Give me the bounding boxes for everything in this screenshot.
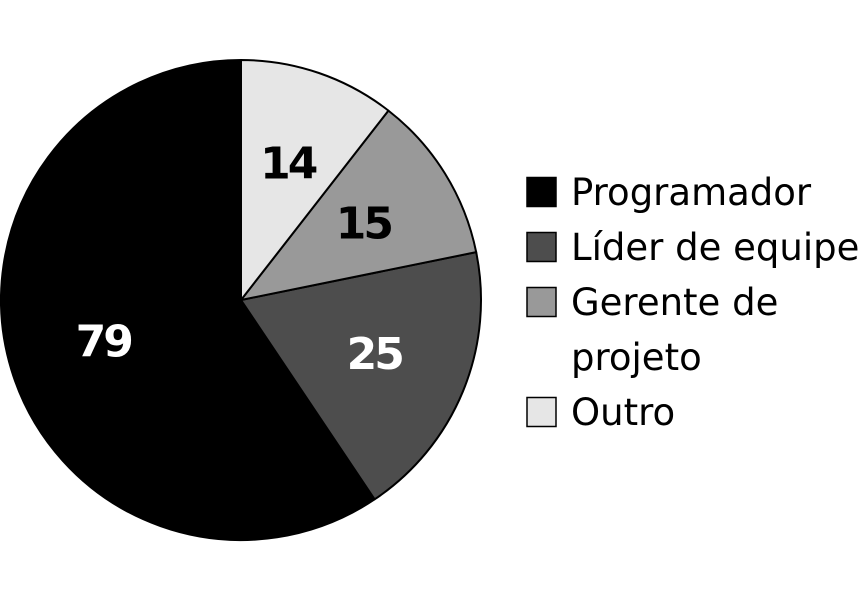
pie-slices [0, 59, 482, 541]
value-label-gerente-de-projeto: 15 [336, 199, 392, 250]
legend-label-outro: Outro [571, 391, 675, 434]
legend-swatch-programador [526, 176, 557, 208]
legend-label-gerente-de-projeto: Gerente de projeto [571, 281, 778, 379]
legend-entry-lider-de-equipe: Líder de equipe [526, 226, 859, 269]
pie-value-labels: 79 25 15 14 [76, 138, 406, 380]
legend-label-lider-de-equipe: Líder de equipe [571, 226, 859, 269]
pie-slice-lider-de-equipe [240, 251, 482, 501]
legend-swatch-lider-de-equipe [526, 231, 557, 263]
pie-slice-gerente-de-projeto [240, 109, 478, 301]
value-label-outro: 14 [260, 138, 317, 189]
legend-label-programador: Programador [571, 171, 812, 214]
legend: Programador Líder de equipe Gerente de proj… [526, 171, 859, 434]
value-label-programador: 79 [76, 316, 132, 367]
value-label-lider-de-equipe: 25 [347, 329, 403, 380]
legend-entry-programador: Programador [526, 171, 812, 214]
legend-swatch-gerente-de-projeto [526, 286, 557, 318]
pie-slice-programador [0, 59, 376, 541]
pie-slice-outro [240, 59, 390, 301]
legend-entry-gerente-de-projeto: Gerente de projeto [526, 281, 778, 379]
legend-swatch-outro [526, 396, 557, 428]
legend-entry-outro: Outro [526, 391, 675, 434]
